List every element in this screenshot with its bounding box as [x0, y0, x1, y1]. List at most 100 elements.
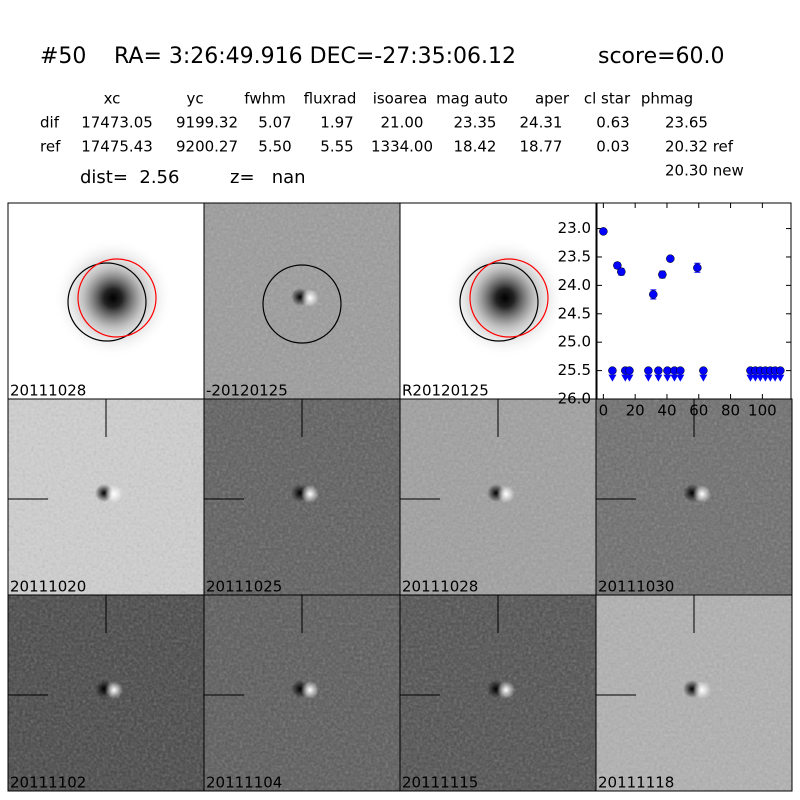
data-point — [617, 267, 626, 276]
light-curve: 23.0 23.5 24.0 24.5 25.0 25.5 26.0 0 20 40 60 80 100 — [558, 202, 792, 420]
column-header: isoarea — [373, 90, 428, 108]
cell: 0.03 — [596, 138, 629, 156]
upper-limit-arrow — [676, 374, 685, 382]
stamp-label: 20111104 — [206, 774, 282, 792]
cell: 17475.43 — [81, 138, 153, 156]
cell: 18.42 — [454, 138, 497, 156]
cell: 5.07 — [258, 114, 291, 132]
stamp-label: 20111118 — [598, 774, 674, 792]
stamp-label: 20111028 — [402, 578, 478, 596]
stamp-label: 20111020 — [10, 578, 86, 596]
upper-limit-arrow — [625, 374, 634, 382]
bright-lobe — [301, 681, 319, 699]
candidate-id: #50 — [40, 44, 86, 69]
column-header: yc — [186, 90, 203, 108]
aperture — [459, 262, 539, 342]
y-tick-label: 23.0 — [558, 219, 591, 237]
data-point — [654, 366, 663, 375]
upper-limit-arrow — [699, 374, 708, 382]
column-header: phmag — [641, 90, 693, 108]
y-tick-label: 24.0 — [558, 276, 591, 294]
data-point — [693, 263, 702, 273]
data-point — [649, 290, 658, 299]
data-point — [613, 261, 622, 270]
row-label: ref — [40, 138, 61, 156]
upper-limit-arrow — [771, 374, 780, 382]
cell: 9199.32 — [176, 114, 238, 132]
upper-limit-arrow — [663, 374, 672, 382]
y-tick-label: 23.5 — [558, 247, 591, 265]
data-point — [676, 366, 685, 375]
bright-lobe — [105, 681, 123, 699]
y-tick-label: 24.5 — [558, 304, 591, 322]
stamp-label: R20120125 — [402, 382, 489, 400]
upper-limit-arrow — [608, 374, 617, 382]
data-point — [658, 270, 667, 279]
data-point — [625, 366, 634, 375]
score: score=60.0 — [598, 44, 725, 69]
y-tick-label: 25.0 — [558, 333, 591, 351]
aperture — [67, 262, 147, 342]
data-point — [608, 366, 617, 375]
bright-lobe — [301, 289, 319, 307]
column-header: fluxrad — [304, 90, 357, 108]
x-tick-label: 60 — [689, 402, 708, 420]
data-point — [699, 366, 708, 375]
column-header: fwhm — [244, 90, 285, 108]
cell: 0.63 — [596, 114, 629, 132]
bright-lobe — [693, 485, 711, 503]
data-point — [666, 254, 675, 263]
upper-limit-arrow — [670, 374, 679, 382]
bright-lobe — [497, 681, 515, 699]
phmag-new: 20.30 new — [665, 162, 744, 180]
stamp-label: 20111028 — [10, 382, 86, 400]
plot-area — [596, 202, 792, 400]
upper-limit-arrow — [776, 374, 785, 382]
data-point — [599, 227, 608, 236]
source — [445, 238, 565, 358]
stamp-label: 20111025 — [206, 578, 282, 596]
bright-lobe — [301, 485, 319, 503]
source — [53, 238, 173, 358]
y-tick-label: 26.0 — [558, 390, 591, 408]
column-header: xc — [104, 90, 121, 108]
upper-limit-arrow — [756, 374, 765, 382]
bright-lobe — [693, 681, 711, 699]
aperture-ref — [469, 258, 549, 338]
stamp-label: -20120125 — [206, 382, 288, 400]
panels: 20111028 -20120125 R20120125 20111020 201110… — [7, 202, 793, 792]
x-tick-label: 80 — [721, 402, 740, 420]
stamp-label: 20111115 — [402, 774, 478, 792]
stamp-frame — [595, 594, 793, 792]
x-tick-label: 40 — [657, 402, 676, 420]
bright-lobe — [105, 485, 123, 503]
cell: 5.50 — [258, 138, 291, 156]
cell: 21.00 — [381, 114, 424, 132]
upper-limit-arrow — [644, 374, 653, 382]
column-header: cl star — [584, 90, 631, 108]
cell: 24.31 — [520, 114, 563, 132]
data-point — [776, 366, 785, 375]
cell: 18.77 — [520, 138, 563, 156]
stamp-label: 20111102 — [10, 774, 86, 792]
cell: 23.65 — [665, 114, 708, 132]
cell: 1334.00 — [371, 138, 433, 156]
column-header: mag auto — [436, 90, 508, 108]
distance: dist= 2.56 — [80, 167, 179, 188]
x-tick-label: 100 — [748, 402, 777, 420]
x-tick-label: 0 — [599, 402, 609, 420]
cell: 23.35 — [454, 114, 497, 132]
cell: 1.97 — [320, 114, 353, 132]
column-header: aper — [535, 90, 570, 108]
row-label: dif — [40, 114, 60, 132]
redshift: z= nan — [230, 167, 306, 188]
cell: 5.55 — [320, 138, 353, 156]
coordinates: RA= 3:26:49.916 DEC=-27:35:06.12 — [114, 44, 516, 69]
y-tick-label: 25.5 — [558, 361, 591, 379]
x-tick-label: 20 — [626, 402, 645, 420]
aperture — [262, 264, 342, 344]
cell: 20.32 ref — [665, 138, 734, 156]
aperture-ref — [77, 258, 157, 338]
upper-limit-arrow — [654, 374, 663, 382]
